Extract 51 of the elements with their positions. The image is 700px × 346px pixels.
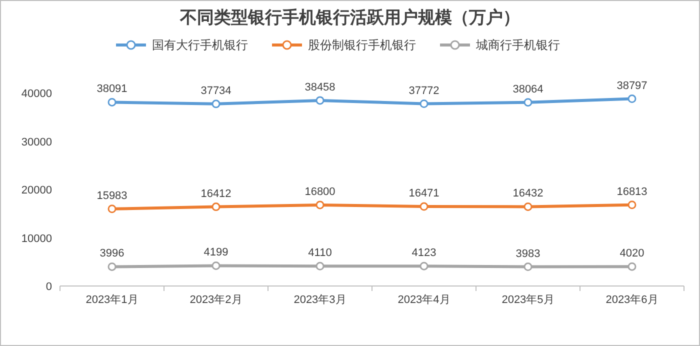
legend-label: 城商行手机银行: [475, 38, 560, 52]
y-tick-label: 20000: [21, 184, 52, 196]
point: [316, 200, 324, 210]
point: [316, 96, 324, 105]
point: [316, 262, 324, 270]
data-label: 37734: [200, 84, 232, 97]
point: [524, 202, 532, 211]
legend-label: 股份制银行手机银行: [308, 38, 416, 52]
point: [420, 262, 428, 270]
y-tick-label: 40000: [21, 88, 52, 100]
data-label: 4020: [620, 248, 644, 260]
point: [108, 98, 116, 106]
x-tick-label: 2023年5月: [502, 294, 554, 306]
data-label: 16471: [408, 188, 440, 200]
point: [628, 94, 636, 104]
data-label: 4199: [204, 246, 228, 259]
point: [420, 100, 428, 108]
data-label: 16800: [304, 186, 336, 198]
x-tick-label: 2023年6月: [606, 294, 658, 306]
point: [524, 262, 532, 272]
point: [212, 100, 220, 108]
data-label: 16412: [200, 188, 232, 200]
point: [628, 200, 636, 210]
data-label: 37772: [408, 84, 440, 97]
legend-label: 国有大行手机银行: [152, 38, 248, 52]
point: [420, 202, 428, 211]
point: [108, 204, 116, 214]
data-label: 3983: [516, 248, 540, 260]
data-label: 38091: [96, 83, 128, 96]
x-tick-label: 2023年1月: [86, 294, 138, 306]
x-tick-label: 2023年4月: [398, 294, 450, 306]
data-label: 38458: [304, 81, 336, 94]
data-label: 38797: [616, 80, 648, 92]
point: [628, 262, 636, 271]
data-label: 4123: [412, 247, 436, 260]
data-label: 15983: [96, 190, 128, 202]
data-label: 16432: [512, 188, 544, 200]
x-tick-label: 2023年2月: [190, 294, 242, 306]
point: [212, 202, 220, 212]
y-tick-label: 10000: [21, 232, 52, 245]
point: [108, 262, 116, 271]
x-tick-label: 2023年3月: [294, 294, 346, 306]
chart-title: 不同类型银行手机银行活跃用户规模（万户）: [179, 8, 520, 27]
data-label: 16813: [616, 186, 648, 198]
point: [524, 98, 532, 107]
data-label: 38064: [512, 83, 544, 96]
data-label: 3996: [100, 248, 124, 260]
point: [212, 261, 220, 270]
y-tick-label: 0: [46, 281, 52, 293]
data-label: 4110: [308, 247, 332, 260]
y-tick-label: 30000: [21, 136, 52, 148]
